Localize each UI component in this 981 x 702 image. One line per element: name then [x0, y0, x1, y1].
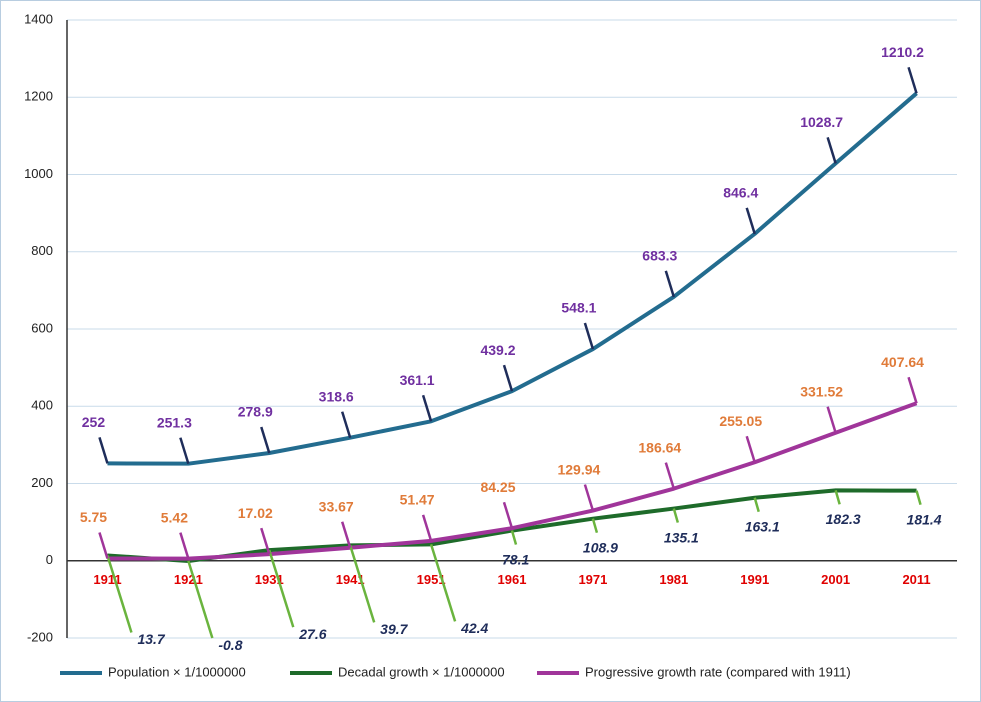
data-label: 27.6 [298, 626, 326, 642]
data-label: 163.1 [745, 518, 780, 534]
y-tick-label: 200 [31, 475, 53, 490]
data-label: 5.42 [161, 509, 188, 525]
leader-line [753, 497, 760, 513]
data-label: 33.67 [319, 498, 354, 514]
leader-line [745, 435, 756, 463]
data-label: 361.1 [400, 372, 435, 388]
data-label: 548.1 [561, 300, 596, 316]
data-label: 13.7 [137, 631, 165, 647]
data-label: 331.52 [800, 383, 843, 399]
data-label: -0.8 [218, 637, 242, 653]
data-label: 135.1 [664, 529, 699, 545]
leader-line [268, 549, 295, 628]
leader-line [826, 137, 837, 164]
data-label: 251.3 [157, 414, 192, 430]
data-label: 78.1 [502, 551, 529, 567]
data-label: 252 [82, 414, 106, 430]
leader-line [179, 532, 190, 560]
data-label: 1028.7 [800, 114, 843, 130]
data-label: 84.25 [480, 479, 515, 495]
leader-line [915, 490, 922, 506]
x-tick-label: 1991 [740, 572, 769, 587]
data-label: 39.7 [380, 621, 408, 637]
y-tick-label: -200 [27, 629, 53, 644]
y-tick-label: 1400 [24, 11, 53, 26]
leader-line [429, 544, 457, 622]
series-line [107, 91, 918, 466]
data-label: 439.2 [480, 342, 515, 358]
data-label: 42.4 [460, 620, 488, 636]
data-label: 129.94 [557, 461, 600, 477]
x-tick-label: 2001 [821, 572, 850, 587]
leader-line [745, 207, 756, 235]
leader-line [98, 532, 109, 559]
y-tick-label: 600 [31, 320, 53, 335]
leader-line [98, 437, 109, 464]
leader-line [502, 364, 514, 392]
leader-line [502, 501, 514, 529]
data-label: 683.3 [642, 248, 677, 264]
data-label: 51.47 [400, 492, 435, 508]
x-tick-label: 1971 [578, 572, 607, 587]
leader-line [421, 394, 433, 422]
leader-line [664, 270, 676, 298]
leader-line [907, 376, 918, 404]
data-label: 407.64 [881, 354, 924, 370]
leader-line [348, 545, 376, 623]
leader-line [187, 560, 214, 639]
leader-line [834, 489, 841, 505]
leader-line [260, 527, 271, 555]
data-label: 182.3 [826, 511, 861, 527]
legend-label: Progressive growth rate (compared with 1… [585, 664, 851, 679]
data-label: 1210.2 [881, 44, 924, 60]
leader-line [340, 521, 352, 549]
data-label: 846.4 [723, 185, 758, 201]
leader-line [106, 555, 133, 633]
leader-line [260, 426, 271, 454]
leader-line [672, 508, 680, 523]
y-tick-label: 400 [31, 398, 53, 413]
leader-line [907, 66, 918, 94]
legend-label: Population × 1/1000000 [108, 664, 246, 679]
leader-line [510, 530, 518, 545]
x-tick-label: 1961 [498, 572, 527, 587]
data-label: 278.9 [238, 404, 273, 420]
x-tick-label: 2011 [902, 572, 930, 587]
data-label: 318.6 [319, 388, 354, 404]
legend-label: Decadal growth × 1/1000000 [338, 664, 505, 679]
x-tick-label: 1951 [417, 572, 446, 587]
leader-line [179, 437, 190, 465]
y-tick-label: 1200 [24, 89, 53, 104]
leader-line [664, 462, 676, 490]
y-tick-label: 0 [46, 552, 53, 567]
leader-line [826, 406, 837, 434]
leader-line [583, 484, 595, 511]
leader-line [421, 514, 433, 542]
data-label: 181.4 [907, 511, 942, 527]
x-tick-label: 1981 [659, 572, 688, 587]
data-label: 255.05 [719, 413, 762, 429]
leader-line [340, 411, 352, 439]
y-tick-label: 800 [31, 243, 53, 258]
leader-line [591, 518, 599, 534]
data-label: 5.75 [80, 509, 107, 525]
data-label: 108.9 [583, 539, 618, 555]
leader-line [583, 322, 595, 350]
y-tick-label: 1000 [24, 166, 53, 181]
x-tick-label: 1921 [174, 572, 203, 587]
data-label: 17.02 [238, 505, 273, 521]
x-tick-label: 1941 [336, 572, 365, 587]
data-label: 186.64 [638, 439, 681, 455]
